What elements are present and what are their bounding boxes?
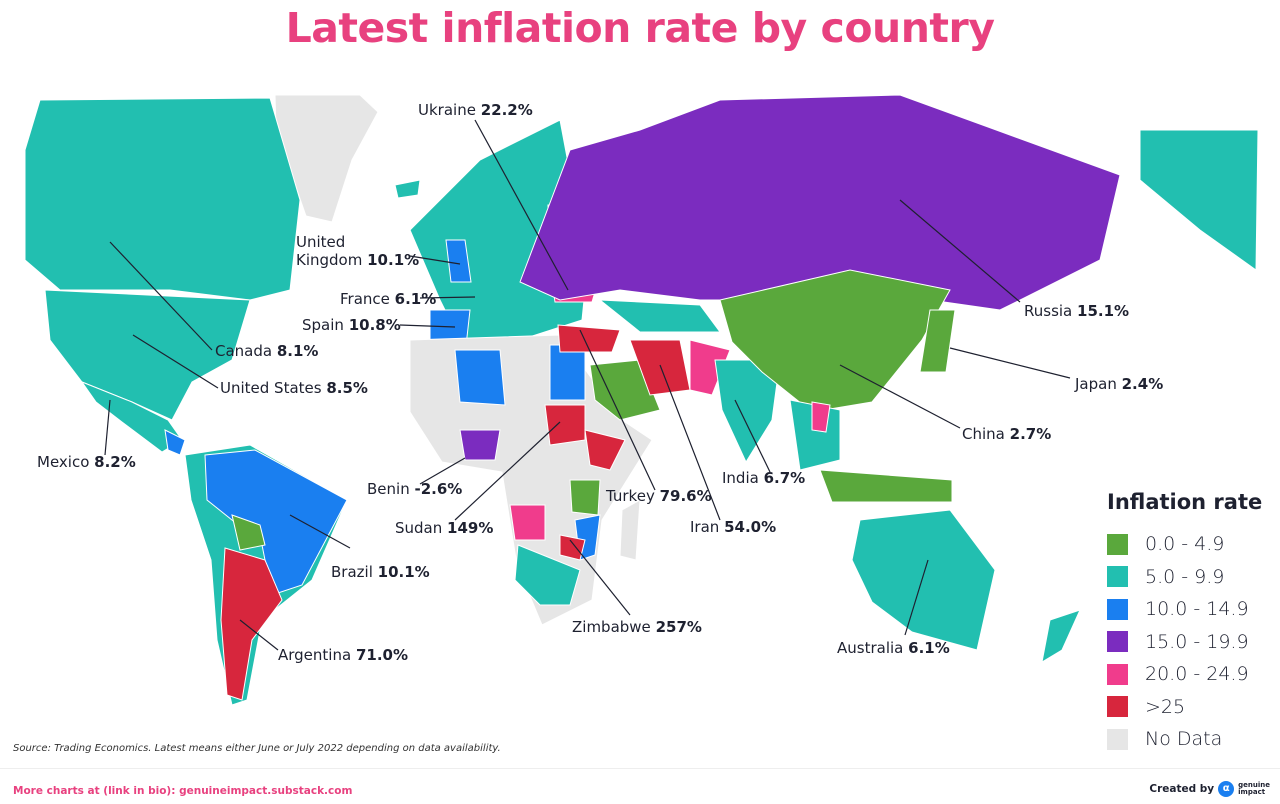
page-title: Latest inflation rate by country <box>285 4 995 52</box>
country-shape-east-africa <box>569 479 601 516</box>
leader-line-mexico <box>104 399 111 456</box>
label-turkey: Turkey 79.6% <box>606 487 712 505</box>
legend-label: 0.0 - 4.9 <box>1145 533 1225 556</box>
genuine-impact-logo-icon: α <box>1218 781 1235 797</box>
country-shape-pakistan <box>689 339 731 396</box>
country-shape-south-africa <box>514 544 581 606</box>
country-shape-japan <box>919 309 956 373</box>
leader-line-zimbabwe <box>569 539 631 616</box>
country-shape-central-america <box>164 429 186 456</box>
legend-swatch <box>1107 663 1128 685</box>
leader-line-ukraine <box>474 119 569 291</box>
label-united-kingdom: United Kingdom 10.1% <box>296 233 420 269</box>
leader-line-spain <box>399 324 456 328</box>
label-australia: Australia 6.1% <box>837 639 950 657</box>
country-shape-iceland <box>394 179 421 199</box>
label-argentina: Argentina 71.0% <box>278 646 408 664</box>
label-japan: Japan 2.4% <box>1075 375 1164 393</box>
leader-line-australia <box>904 559 929 636</box>
leader-line-turkey <box>579 329 656 491</box>
legend-label: 5.0 - 9.9 <box>1145 565 1225 588</box>
country-shape-argentina <box>220 547 283 701</box>
label-sudan: Sudan 149% <box>395 519 494 537</box>
country-shape-turkey <box>557 324 621 353</box>
label-canada: Canada 8.1% <box>215 342 319 360</box>
country-shape-ethiopia <box>584 429 626 471</box>
country-shape-zimbabwe <box>559 534 586 561</box>
legend-item: No Data <box>1107 723 1262 756</box>
label-iran: Iran 54.0% <box>690 518 777 536</box>
country-shape-bolivia <box>231 514 266 551</box>
country-shape-uk <box>445 239 472 283</box>
country-shape-russia <box>519 94 1121 311</box>
leader-line-iran <box>659 364 721 521</box>
leader-line-japan <box>949 347 1071 379</box>
country-shape-sudan <box>544 404 586 446</box>
country-shape-indonesia <box>819 469 953 503</box>
legend-item: 0.0 - 4.9 <box>1107 528 1262 561</box>
leader-line-united-states <box>132 334 219 389</box>
leader-line-benin <box>419 457 466 485</box>
label-china: China 2.7% <box>962 425 1052 443</box>
label-united-states: United States 8.5% <box>220 379 368 397</box>
country-shape-north-west-africa <box>454 349 506 406</box>
leader-line-canada <box>109 241 213 351</box>
leader-line-france <box>419 296 476 299</box>
leader-line-india <box>734 399 771 473</box>
label-ukraine: Ukraine 22.2% <box>418 101 533 119</box>
source-note: Source: Trading Economics. Latest means … <box>13 743 501 754</box>
country-shape-australia <box>851 509 996 651</box>
country-shape-canada <box>24 97 301 301</box>
legend-item: 20.0 - 24.9 <box>1107 658 1262 691</box>
legend-title: Inflation rate <box>1107 490 1263 514</box>
legend-swatch <box>1107 631 1128 653</box>
country-shape-myanmar-laos <box>811 401 831 433</box>
legend-swatch <box>1107 598 1128 620</box>
created-by: Created by α genuine impact <box>1149 781 1270 797</box>
legend-item: 10.0 - 14.9 <box>1107 593 1262 626</box>
country-shape-madagascar <box>619 499 641 561</box>
country-shape-alaska <box>1139 129 1259 271</box>
legend-swatch <box>1107 566 1128 588</box>
label-mexico: Mexico 8.2% <box>37 453 136 471</box>
divider <box>0 768 1280 769</box>
created-by-text: Created by <box>1149 783 1215 795</box>
leader-line-brazil <box>289 514 351 549</box>
legend-swatch <box>1107 728 1128 750</box>
label-spain: Spain 10.8% <box>302 316 401 334</box>
country-shape-angola <box>509 504 546 541</box>
label-zimbabwe: Zimbabwe 257% <box>572 618 702 636</box>
leader-line-china <box>839 364 961 429</box>
country-shape-china <box>719 269 951 413</box>
leader-line-argentina <box>239 619 279 651</box>
legend-swatch <box>1107 696 1128 718</box>
country-shape-kazakhstan <box>598 299 721 333</box>
leader-line-russia <box>899 199 1021 303</box>
legend: Inflation rate 0.0 - 4.9 5.0 - 9.9 10.0 - … <box>1107 490 1262 756</box>
label-france: France 6.1% <box>340 290 437 308</box>
label-brazil: Brazil 10.1% <box>331 563 430 581</box>
legend-item: >25 <box>1107 691 1262 724</box>
label-russia: Russia 15.1% <box>1024 302 1130 320</box>
country-shape-nigeria <box>459 429 501 461</box>
legend-label: No Data <box>1145 728 1223 751</box>
legend-item: 5.0 - 9.9 <box>1107 561 1262 594</box>
legend-swatch <box>1107 533 1128 555</box>
legend-label: >25 <box>1145 695 1186 718</box>
leader-line-sudan <box>454 421 561 521</box>
legend-item: 15.0 - 19.9 <box>1107 626 1262 659</box>
label-india: India 6.7% <box>722 469 806 487</box>
legend-label: 10.0 - 14.9 <box>1145 598 1249 621</box>
country-shape-new-zealand <box>1041 609 1081 664</box>
label-benin: Benin -2.6% <box>367 480 463 498</box>
legend-label: 15.0 - 19.9 <box>1145 630 1249 653</box>
more-charts-link[interactable]: More charts at (link in bio): genuineimp… <box>13 785 353 797</box>
leader-line-united-kingdom <box>409 255 461 265</box>
country-shape-egypt <box>549 344 586 401</box>
brand-name: genuine impact <box>1238 781 1270 796</box>
legend-label: 20.0 - 24.9 <box>1145 663 1249 686</box>
